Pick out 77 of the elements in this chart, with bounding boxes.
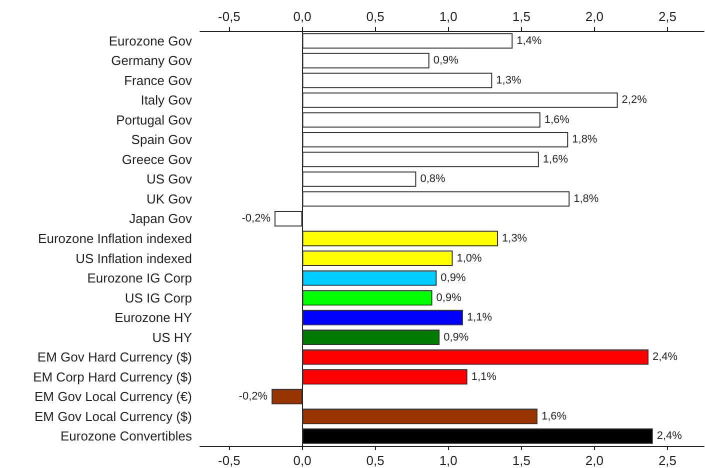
y-tick-label: Spain Gov — [131, 132, 192, 148]
y-tick-label: Eurozone Inflation indexed — [38, 231, 192, 246]
data-label: 0,9% — [436, 292, 462, 304]
x-tick-label: -0,5 — [218, 453, 240, 468]
y-tick-label: Italy Gov — [140, 92, 192, 108]
data-label: 0,8% — [420, 173, 446, 186]
data-label: -0,2% — [242, 212, 271, 225]
y-tick-label: US Gov — [146, 172, 192, 187]
x2-tick-label: 0,5 — [366, 9, 384, 24]
x-tick-label: 2,5 — [658, 453, 677, 468]
y-tick-label: EM Gov Local Currency (€) — [34, 389, 192, 404]
y-tick-label: Eurozone IG Corp — [87, 270, 192, 286]
bar — [302, 250, 453, 266]
x2-tick-label: -0,5 — [218, 9, 240, 24]
bar — [302, 132, 568, 148]
data-label: 1,1% — [471, 370, 497, 383]
x-tick-label: 2,0 — [585, 453, 604, 468]
x-tick-label: 0,0 — [293, 453, 312, 468]
y-tick-label: Portugal Gov — [116, 112, 192, 128]
data-label: 0,9% — [433, 54, 459, 67]
y-tick-label: US IG Corp — [124, 290, 192, 306]
bar — [302, 349, 648, 365]
bar — [302, 92, 618, 108]
y-tick-label: US Inflation indexed — [76, 250, 192, 266]
data-label: 2,4% — [652, 351, 678, 364]
x2-tick-label: 0,0 — [293, 9, 312, 24]
x-tick-label: 1,5 — [512, 453, 530, 468]
data-label: 1,4% — [516, 34, 542, 47]
bar — [302, 33, 513, 49]
x-tick-label: 0,5 — [366, 453, 384, 468]
y-tick-label: UK Gov — [146, 191, 192, 206]
bar — [302, 290, 432, 306]
y-tick-label: EM Corp Hard Currency ($) — [33, 369, 192, 384]
bar — [302, 408, 538, 424]
y-tick-label: Greece Gov — [122, 152, 192, 167]
y-tick-label: Eurozone HY — [114, 310, 192, 326]
bar — [302, 270, 437, 286]
data-label: 1,6% — [541, 410, 567, 422]
bar — [302, 191, 570, 207]
bar — [302, 369, 468, 385]
x2-tick-label: 1,0 — [439, 9, 458, 24]
data-label: 1,3% — [502, 232, 528, 244]
data-label: 1,0% — [456, 252, 482, 264]
y-tick-label: Japan Gov — [129, 211, 192, 226]
data-label: 0,9% — [444, 331, 469, 344]
y-tick-label: Eurozone Convertibles — [60, 428, 192, 444]
bar — [302, 112, 540, 128]
data-label: 1,6% — [542, 153, 568, 166]
y-tick-label: US HY — [152, 330, 192, 345]
bar — [302, 428, 653, 444]
data-label: 1,8% — [574, 192, 599, 205]
x2-tick-label: 1,5 — [512, 9, 530, 24]
y-tick-label: EM Gov Hard Currency ($) — [37, 350, 192, 365]
data-label: -0,2% — [238, 390, 268, 403]
bar — [302, 172, 416, 187]
y-tick-label: EM Gov Local Currency ($) — [34, 408, 192, 424]
bar — [302, 72, 492, 88]
bar — [302, 330, 440, 346]
y-tick-label: Eurozone Gov — [108, 33, 192, 48]
data-label: 1,1% — [466, 312, 492, 324]
data-label: 2,2% — [622, 94, 648, 106]
data-label: 1,6% — [544, 114, 570, 126]
data-label: 1,3% — [496, 74, 522, 86]
data-label: 2,4% — [656, 430, 682, 442]
bar — [302, 230, 498, 246]
bar — [302, 310, 463, 326]
y-tick-label: Germany Gov — [111, 53, 192, 68]
x2-tick-label: 2,5 — [658, 9, 677, 24]
x-tick-label: 1,0 — [439, 453, 458, 468]
bar — [302, 152, 539, 168]
bar — [274, 211, 302, 226]
x2-tick-label: 2,0 — [585, 9, 604, 24]
data-label: 1,8% — [572, 134, 598, 146]
data-label: 0,9% — [440, 272, 466, 284]
bar — [302, 52, 430, 68]
y-tick-label: France Gov — [124, 72, 192, 88]
bar — [272, 388, 302, 404]
